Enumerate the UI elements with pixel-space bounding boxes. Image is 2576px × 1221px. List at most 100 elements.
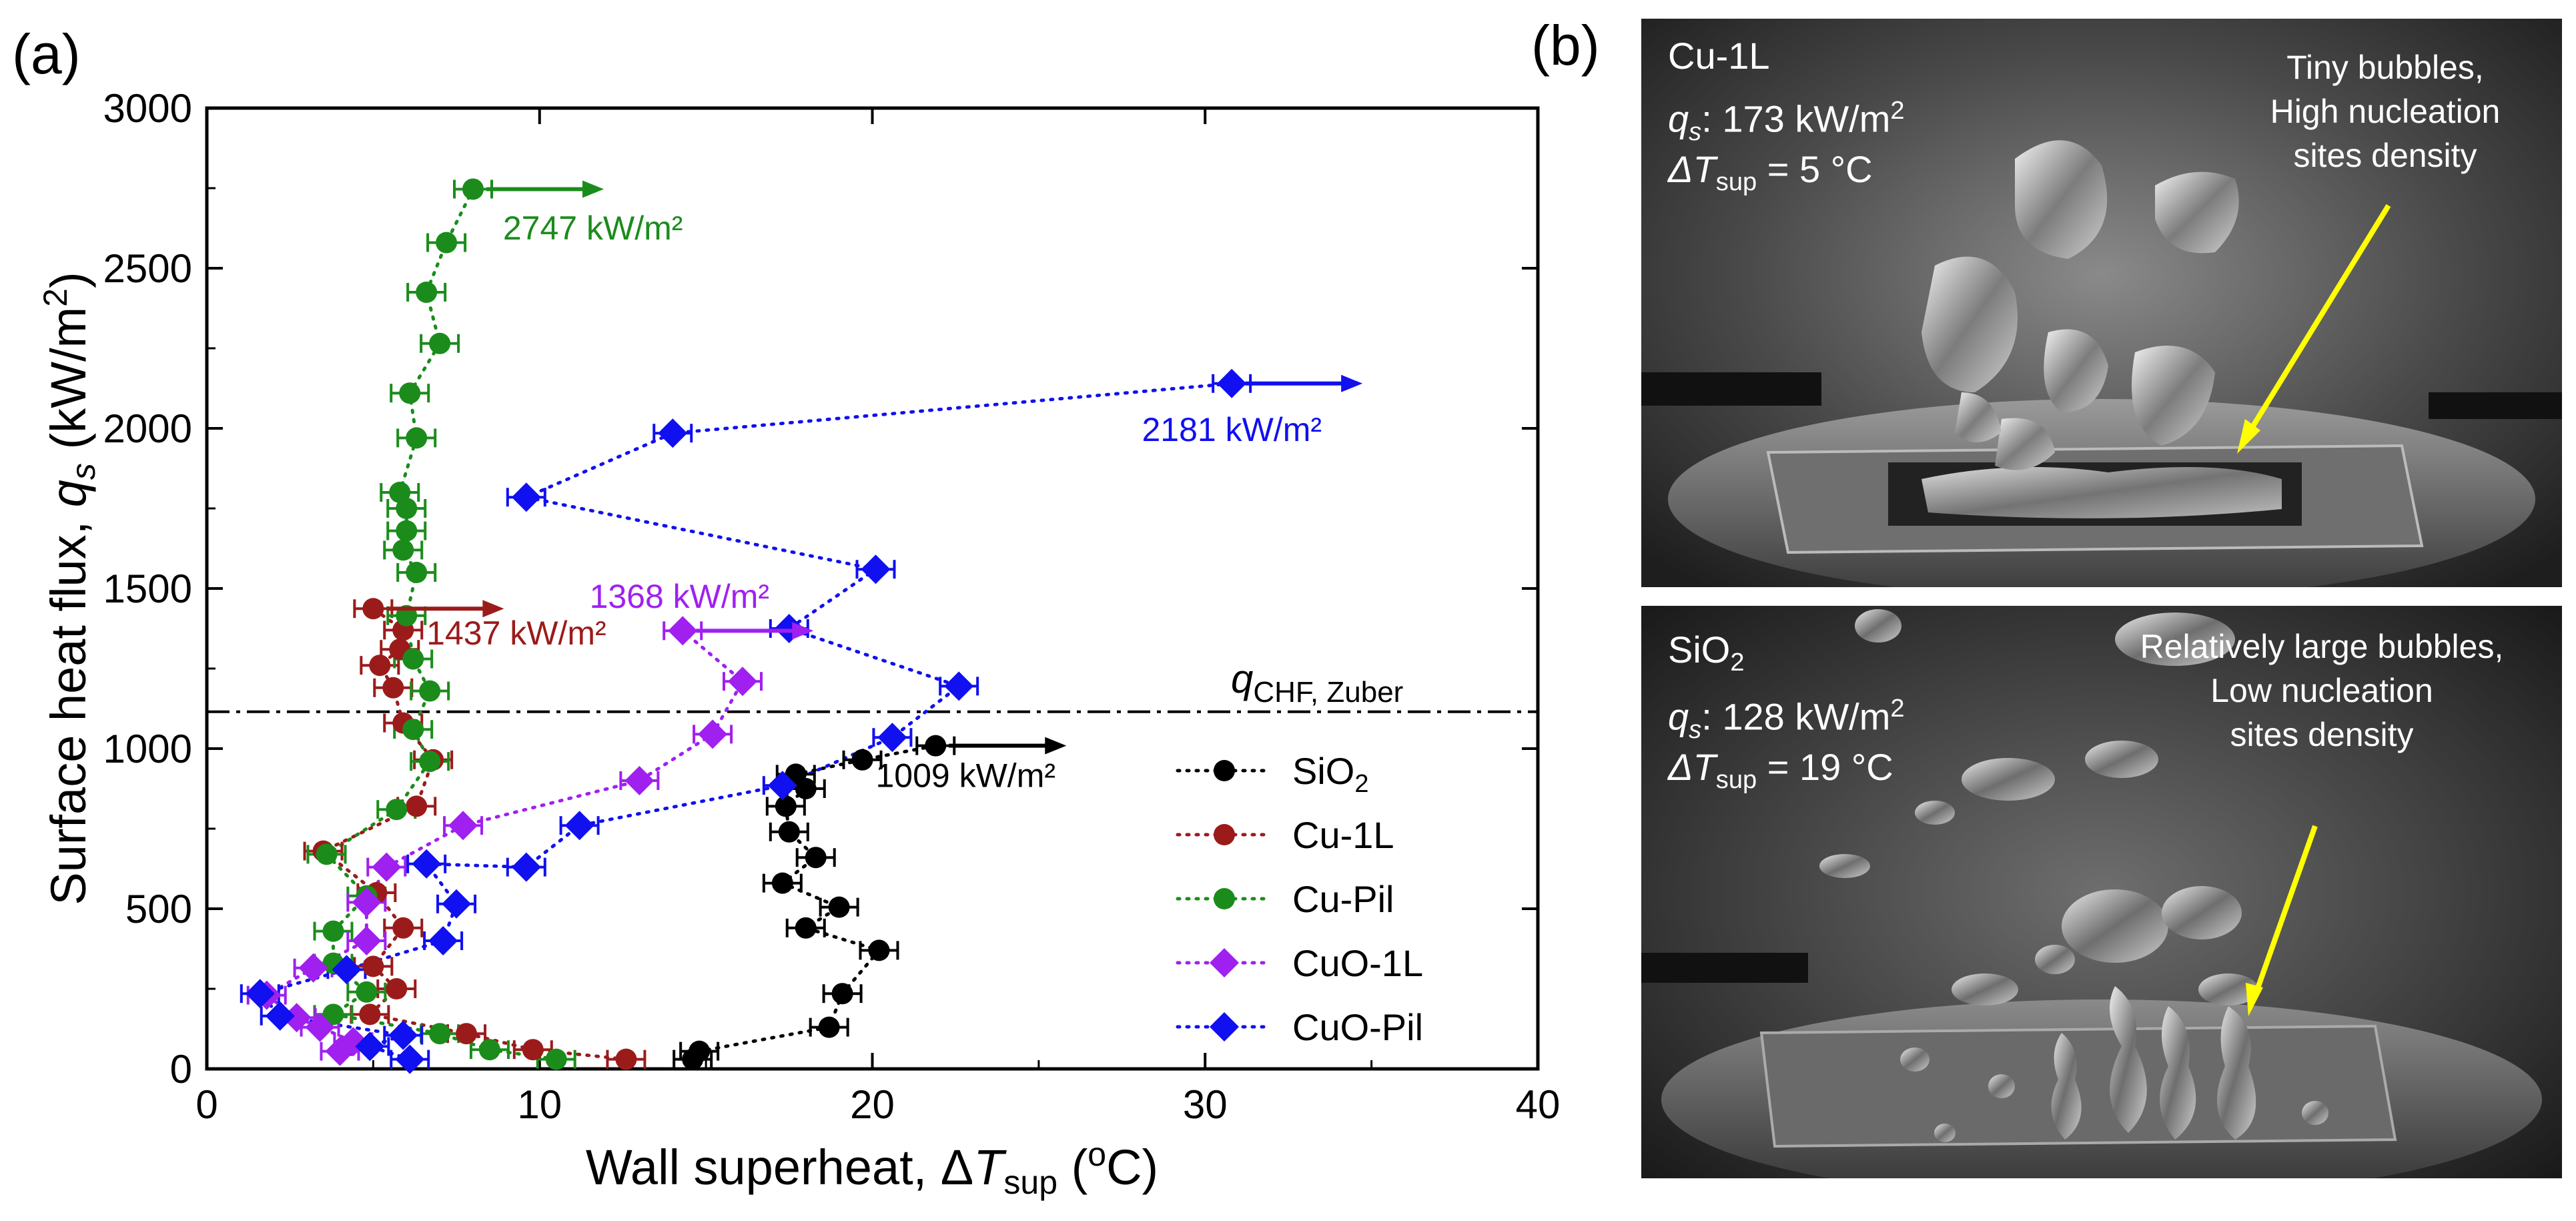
point-cuo-pil bbox=[245, 979, 275, 1009]
point-cu-pil bbox=[402, 719, 424, 741]
bubble bbox=[1900, 1048, 1929, 1072]
sample-plate bbox=[1759, 1024, 2397, 1148]
point-cuo-pil bbox=[412, 849, 442, 879]
point-cuo-1l bbox=[298, 953, 328, 983]
point-cu-pil bbox=[416, 282, 438, 303]
x-tick-label: 40 bbox=[1516, 1082, 1561, 1127]
point-cuo-pil bbox=[944, 671, 974, 701]
chf-arrowhead-cuo-pil bbox=[1341, 374, 1363, 392]
heater-bar-left bbox=[1641, 953, 1808, 983]
point-cuo-pil bbox=[265, 1001, 295, 1031]
x-tick-label: 30 bbox=[1183, 1082, 1228, 1127]
legend-entry-cu-1l: Cu-1L bbox=[1176, 814, 1394, 856]
panel-a-label: (a) bbox=[12, 23, 81, 85]
photo-top-sample-label: Cu-1L bbox=[1668, 35, 1770, 77]
point-cuo-pil bbox=[388, 1020, 418, 1050]
point-sio2 bbox=[851, 749, 873, 771]
annotation-arrow bbox=[2242, 204, 2391, 441]
point-cu-pil bbox=[545, 1048, 567, 1070]
point-cu-pil bbox=[322, 920, 344, 942]
point-cuo-1l bbox=[448, 811, 478, 841]
chf-arrows bbox=[386, 180, 1363, 755]
axis-ticks: 0 10 20 30 40 0 500 1000 1500 2000 2500 3000 bbox=[103, 86, 1561, 1127]
point-sio2 bbox=[689, 1040, 711, 1062]
bubble bbox=[1855, 609, 1901, 643]
chf-arrowhead-cu-pil bbox=[582, 180, 604, 198]
y-tick-label: 2000 bbox=[103, 406, 192, 451]
legend-marker-cu-pil bbox=[1214, 888, 1235, 909]
annotation-arrowhead bbox=[2246, 983, 2263, 1016]
bubble bbox=[1921, 256, 2018, 392]
bubble bbox=[2155, 171, 2239, 254]
chf-label-cuo-pil: 2181 kW/m² bbox=[1142, 411, 1322, 448]
y-tick-label: 500 bbox=[125, 887, 192, 931]
heater-bar-left bbox=[1641, 372, 1821, 406]
point-cu-pil bbox=[396, 498, 418, 519]
point-cu-pil bbox=[356, 981, 378, 1003]
bubble-layer bbox=[1921, 467, 2282, 518]
chf-arrowhead-cu-1l bbox=[482, 600, 504, 618]
point-cuo-pil bbox=[442, 889, 472, 919]
x-tick-label: 0 bbox=[195, 1082, 218, 1127]
legend-entry-cuo-1l: CuO-1L bbox=[1176, 942, 1423, 984]
point-cuo-1l bbox=[698, 719, 728, 749]
legend-label-sio2: SiO2 bbox=[1292, 750, 1369, 798]
bubble bbox=[2085, 741, 2158, 778]
point-cu-pil bbox=[402, 648, 424, 670]
bubble bbox=[2035, 945, 2075, 974]
point-sio2 bbox=[925, 735, 947, 757]
point-cuo-pil bbox=[355, 1032, 385, 1062]
chf-labels: 1009 kW/m² 1437 kW/m² 2747 kW/m² 1368 kW/m²… bbox=[426, 210, 1322, 795]
point-cu-1l bbox=[406, 795, 428, 817]
y-tick-label: 0 bbox=[170, 1047, 192, 1092]
chf-label-sio2: 1009 kW/m² bbox=[875, 757, 1055, 795]
y-tick-label: 3000 bbox=[103, 86, 192, 131]
point-sio2 bbox=[831, 983, 853, 1005]
point-cu-pil bbox=[429, 332, 451, 354]
point-cu-1l bbox=[386, 978, 408, 999]
point-cuo-pil bbox=[511, 482, 541, 512]
y-tick-label: 1000 bbox=[103, 727, 192, 771]
point-sio2 bbox=[868, 939, 890, 961]
point-cu-1l bbox=[359, 1003, 381, 1026]
legend-marker-cu-1l bbox=[1214, 824, 1235, 845]
point-cuo-1l bbox=[352, 926, 382, 955]
bubble-column bbox=[2051, 1033, 2082, 1140]
series-line-cuo-1l bbox=[264, 629, 745, 1054]
legend-entry-cuo-pil: CuO-Pil bbox=[1176, 1006, 1423, 1048]
y-axis-title: Surface heat flux, qs (kW/m2) bbox=[37, 272, 102, 905]
point-cu-1l bbox=[362, 955, 384, 977]
bubble bbox=[2198, 973, 2258, 1005]
point-sio2 bbox=[828, 896, 850, 918]
legend-label-cu-1l: Cu-1L bbox=[1292, 814, 1394, 856]
bubble bbox=[1988, 1074, 2015, 1098]
chf-arrowhead-cuo-1l bbox=[792, 622, 814, 640]
point-cu-pil bbox=[322, 1003, 344, 1026]
point-cu-pil bbox=[399, 382, 421, 404]
point-cu-1l bbox=[369, 655, 391, 677]
legend-marker-cuo-pil bbox=[1210, 1012, 1239, 1042]
point-cu-pil bbox=[429, 1023, 451, 1045]
point-cuo-pil bbox=[332, 955, 362, 985]
point-cu-1l bbox=[392, 917, 414, 939]
bubble bbox=[2015, 140, 2108, 259]
point-cu-pil bbox=[419, 680, 441, 702]
point-cuo-pil bbox=[511, 852, 541, 882]
point-cu-1l bbox=[362, 598, 384, 620]
point-cuo-pil bbox=[861, 554, 891, 584]
y-tick-label: 1500 bbox=[103, 566, 192, 611]
point-cuo-1l bbox=[624, 766, 655, 795]
error-bars bbox=[240, 179, 1252, 1069]
annotation-arrow bbox=[2251, 825, 2318, 1001]
bubble bbox=[1952, 973, 2018, 1005]
point-cuo-1l bbox=[372, 852, 402, 882]
data-markers bbox=[245, 178, 1247, 1074]
legend-marker-cuo-1l bbox=[1210, 948, 1239, 977]
bubble bbox=[2302, 1101, 2328, 1125]
point-cu-pil bbox=[406, 562, 428, 583]
point-cu-pil bbox=[386, 799, 408, 821]
point-cuo-pil bbox=[1217, 368, 1247, 398]
point-cuo-1l bbox=[282, 1003, 312, 1033]
photo-cu-1l: Cu-1L qs: 173 kW/m2 ΔTsup = 5 °C Tiny bu… bbox=[1641, 19, 2562, 587]
point-cu-pil bbox=[462, 178, 484, 200]
